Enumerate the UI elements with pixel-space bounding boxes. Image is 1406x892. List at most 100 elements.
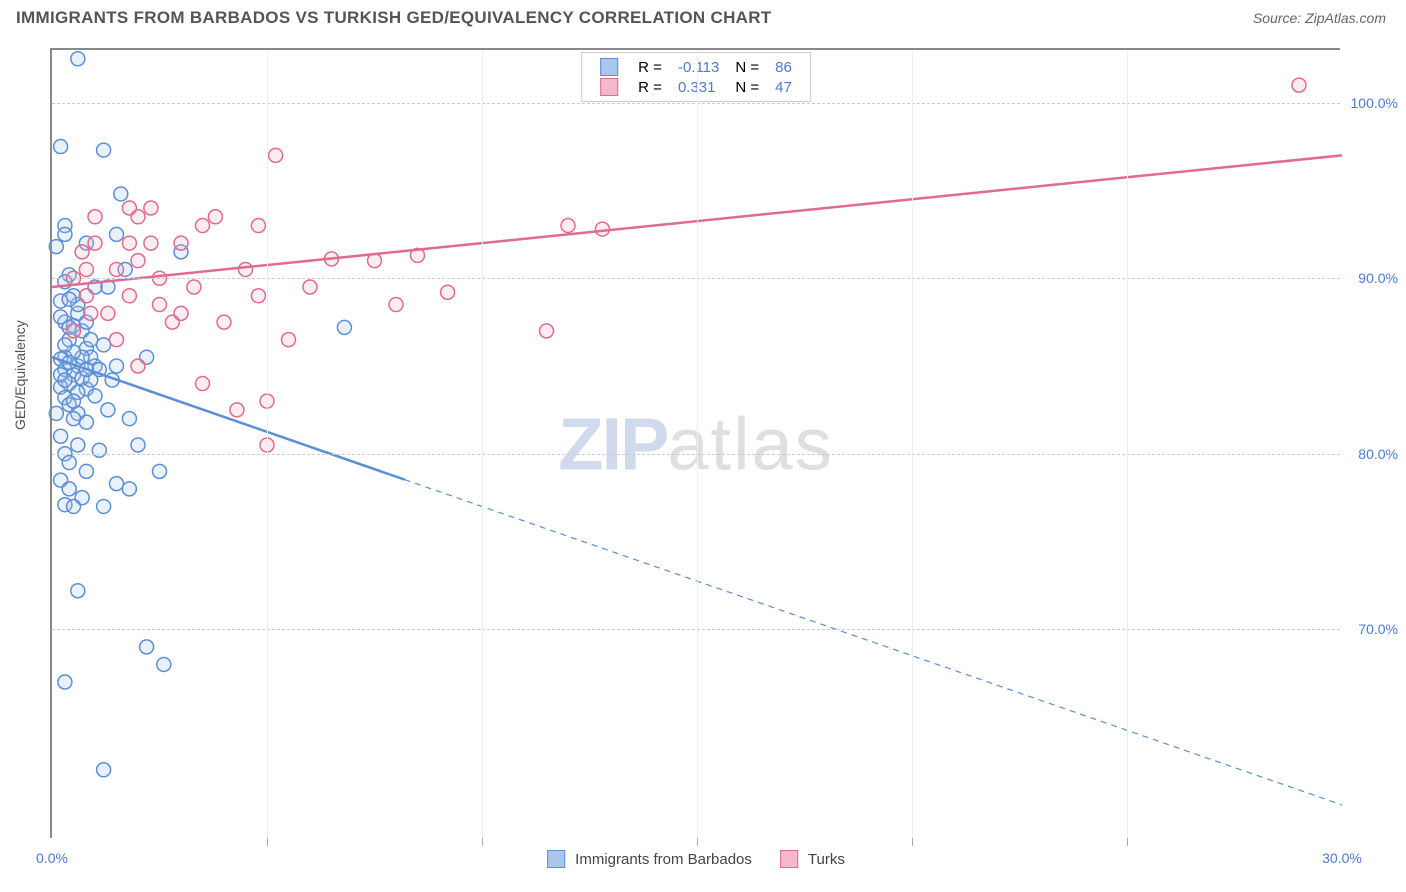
x-tick-label: 30.0% [1322, 850, 1362, 866]
x-tick-label: 0.0% [36, 850, 68, 866]
correlation-row: R =-0.113N =86 [592, 57, 800, 77]
data-point [269, 148, 283, 162]
data-point [110, 359, 124, 373]
data-point [58, 373, 72, 387]
data-point [282, 333, 296, 347]
trend-line-dashed [405, 480, 1342, 805]
data-point [88, 389, 102, 403]
data-point [187, 280, 201, 294]
data-point [54, 310, 68, 324]
data-point [303, 280, 317, 294]
data-point [62, 456, 76, 470]
data-point [239, 262, 253, 276]
data-point [67, 324, 81, 338]
data-point [251, 219, 265, 233]
data-point [67, 394, 81, 408]
data-point [58, 227, 72, 241]
r-label: R = [630, 77, 670, 97]
data-point [101, 306, 115, 320]
data-point [75, 245, 89, 259]
data-point [174, 306, 188, 320]
x-tick [267, 838, 268, 846]
r-label: R = [630, 57, 670, 77]
data-point [67, 412, 81, 426]
data-point [144, 201, 158, 215]
data-point [97, 338, 111, 352]
data-point [174, 236, 188, 250]
data-point [79, 289, 93, 303]
data-point [140, 640, 154, 654]
data-point [58, 338, 72, 352]
y-axis-label: GED/Equivalency [12, 320, 28, 430]
gridline-h [52, 278, 1340, 279]
data-point [79, 464, 93, 478]
data-point [561, 219, 575, 233]
trend-line-solid [52, 357, 405, 479]
gridline-v [482, 50, 483, 838]
data-point [92, 443, 106, 457]
data-point [441, 285, 455, 299]
legend-swatch [547, 850, 565, 868]
data-point [157, 657, 171, 671]
y-tick-label: 90.0% [1358, 270, 1398, 286]
gridline-v [912, 50, 913, 838]
data-point [88, 236, 102, 250]
data-point [110, 227, 124, 241]
data-point [84, 306, 98, 320]
data-point [144, 236, 158, 250]
data-point [62, 292, 76, 306]
data-point [131, 359, 145, 373]
legend-swatch [600, 78, 618, 96]
data-point [97, 763, 111, 777]
data-point [49, 240, 63, 254]
data-point [208, 210, 222, 224]
data-point [122, 482, 136, 496]
data-point [54, 429, 68, 443]
data-point [110, 262, 124, 276]
x-tick [482, 838, 483, 846]
gridline-h [52, 629, 1340, 630]
data-point [122, 412, 136, 426]
legend-label: Turks [808, 851, 845, 868]
y-tick-label: 80.0% [1358, 446, 1398, 462]
data-point [1292, 78, 1306, 92]
data-point [79, 415, 93, 429]
data-point [122, 236, 136, 250]
correlation-table: R =-0.113N =86R =0.331N =47 [592, 57, 800, 97]
data-point [88, 210, 102, 224]
y-tick-label: 100.0% [1351, 95, 1398, 111]
source-label: Source: ZipAtlas.com [1253, 10, 1386, 26]
data-point [540, 324, 554, 338]
n-label: N = [727, 57, 767, 77]
data-point [71, 584, 85, 598]
gridline-v [697, 50, 698, 838]
data-point [230, 403, 244, 417]
data-point [58, 675, 72, 689]
legend-swatch [600, 58, 618, 76]
data-point [71, 52, 85, 66]
legend-label: Immigrants from Barbados [575, 851, 752, 868]
data-point [217, 315, 231, 329]
r-value: 0.331 [670, 77, 727, 97]
y-tick-label: 70.0% [1358, 621, 1398, 637]
plot-svg [52, 50, 1340, 838]
n-value: 47 [767, 77, 800, 97]
data-point [84, 333, 98, 347]
data-point [337, 320, 351, 334]
correlation-legend: R =-0.113N =86R =0.331N =47 [581, 52, 811, 102]
data-point [153, 464, 167, 478]
gridline-v [267, 50, 268, 838]
n-label: N = [727, 77, 767, 97]
data-point [196, 377, 210, 391]
data-point [71, 438, 85, 452]
series-legend: Immigrants from Barbados Turks [547, 850, 845, 868]
data-point [101, 403, 115, 417]
legend-item: Immigrants from Barbados [547, 850, 752, 868]
data-point [196, 219, 210, 233]
legend-swatch [780, 850, 798, 868]
data-point [122, 289, 136, 303]
data-point [122, 201, 136, 215]
data-point [110, 477, 124, 491]
gridline-h [52, 103, 1340, 104]
gridline-v [1127, 50, 1128, 838]
